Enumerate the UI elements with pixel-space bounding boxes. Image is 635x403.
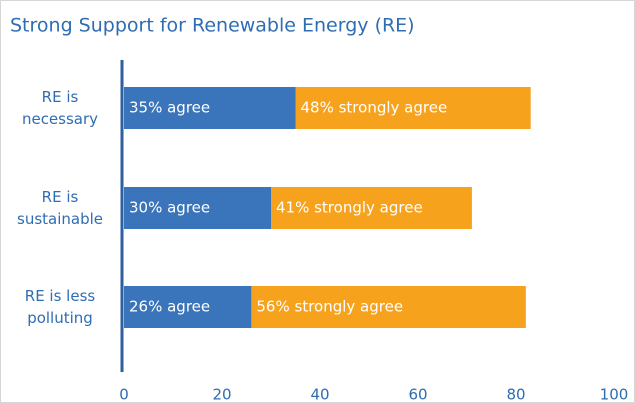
bar-segment: [124, 187, 271, 229]
bar-segment: [124, 87, 296, 129]
x-tick-label: 0: [119, 386, 129, 403]
value-label: 26% agree: [129, 298, 210, 316]
x-tick-label: 80: [506, 386, 525, 403]
x-tick-label: 40: [310, 386, 329, 403]
value-label: 56% strongly agree: [256, 298, 403, 316]
bar-segment: [295, 87, 531, 129]
value-label: 41% strongly agree: [276, 199, 423, 217]
x-tick-label: 60: [408, 386, 427, 403]
x-tick-label: 20: [212, 386, 231, 403]
chart-title: Strong Support for Renewable Energy (RE): [10, 15, 415, 37]
value-label: 35% agree: [129, 99, 210, 117]
category-label: RE is necessary: [22, 88, 98, 128]
value-label: 48% strongly agree: [301, 99, 448, 117]
category-label: RE is less polluting: [25, 287, 96, 327]
bar-segment: [124, 286, 252, 328]
x-tick-label: 100: [600, 386, 629, 403]
category-label: RE is sustainable: [17, 188, 103, 228]
bar-segment: [251, 286, 526, 328]
value-label: 30% agree: [129, 199, 210, 217]
bar-segment: [271, 187, 472, 229]
